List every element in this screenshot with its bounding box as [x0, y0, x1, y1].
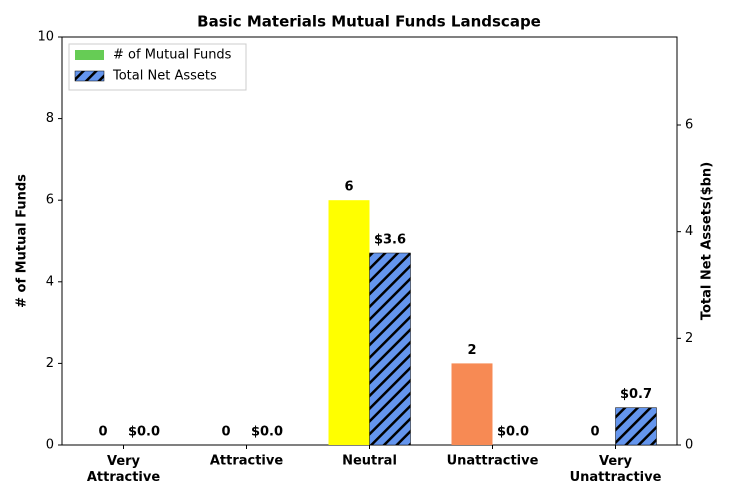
legend-swatch	[75, 50, 104, 60]
value-label: 0	[221, 425, 230, 440]
y-tick-label: 0	[46, 438, 54, 453]
value-label: $0.7	[620, 387, 652, 402]
value-label: 0	[590, 425, 599, 440]
x-tick-label: Very Attractive	[87, 454, 161, 485]
y2-tick-label: 4	[685, 224, 693, 239]
value-label: $0.0	[497, 425, 529, 440]
x-tick-label: Very Unattractive	[570, 454, 662, 485]
x-tick-label: Unattractive	[447, 454, 539, 469]
legend-label: Total Net Assets	[112, 69, 217, 84]
value-label: $0.0	[251, 425, 283, 440]
value-label: $0.0	[128, 425, 160, 440]
y-axis-label: # of Mutual Funds	[15, 174, 30, 308]
bar	[451, 363, 493, 445]
y2-tick-label: 2	[685, 331, 693, 346]
value-label: 6	[344, 180, 353, 195]
y-tick-label: 6	[46, 193, 54, 208]
y-tick-label: 10	[37, 30, 54, 45]
value-label: 2	[467, 343, 476, 358]
bar	[615, 407, 657, 446]
x-tick-label: Attractive	[210, 454, 284, 469]
x-tick-label: Neutral	[342, 454, 397, 469]
y-tick-label: 2	[46, 356, 54, 371]
y2-tick-label: 0	[685, 438, 693, 453]
chart-title: Basic Materials Mutual Funds Landscape	[197, 13, 541, 31]
value-label: $3.6	[374, 233, 406, 248]
value-label: 0	[98, 425, 107, 440]
y-tick-label: 8	[46, 111, 54, 126]
y-tick-label: 4	[46, 274, 54, 289]
legend-label: # of Mutual Funds	[113, 48, 232, 63]
bar	[328, 200, 370, 445]
legend-swatch	[74, 70, 105, 82]
y2-tick-label: 6	[685, 118, 693, 133]
bar	[369, 252, 411, 446]
y2-axis-label: Total Net Assets($bn)	[700, 162, 715, 320]
